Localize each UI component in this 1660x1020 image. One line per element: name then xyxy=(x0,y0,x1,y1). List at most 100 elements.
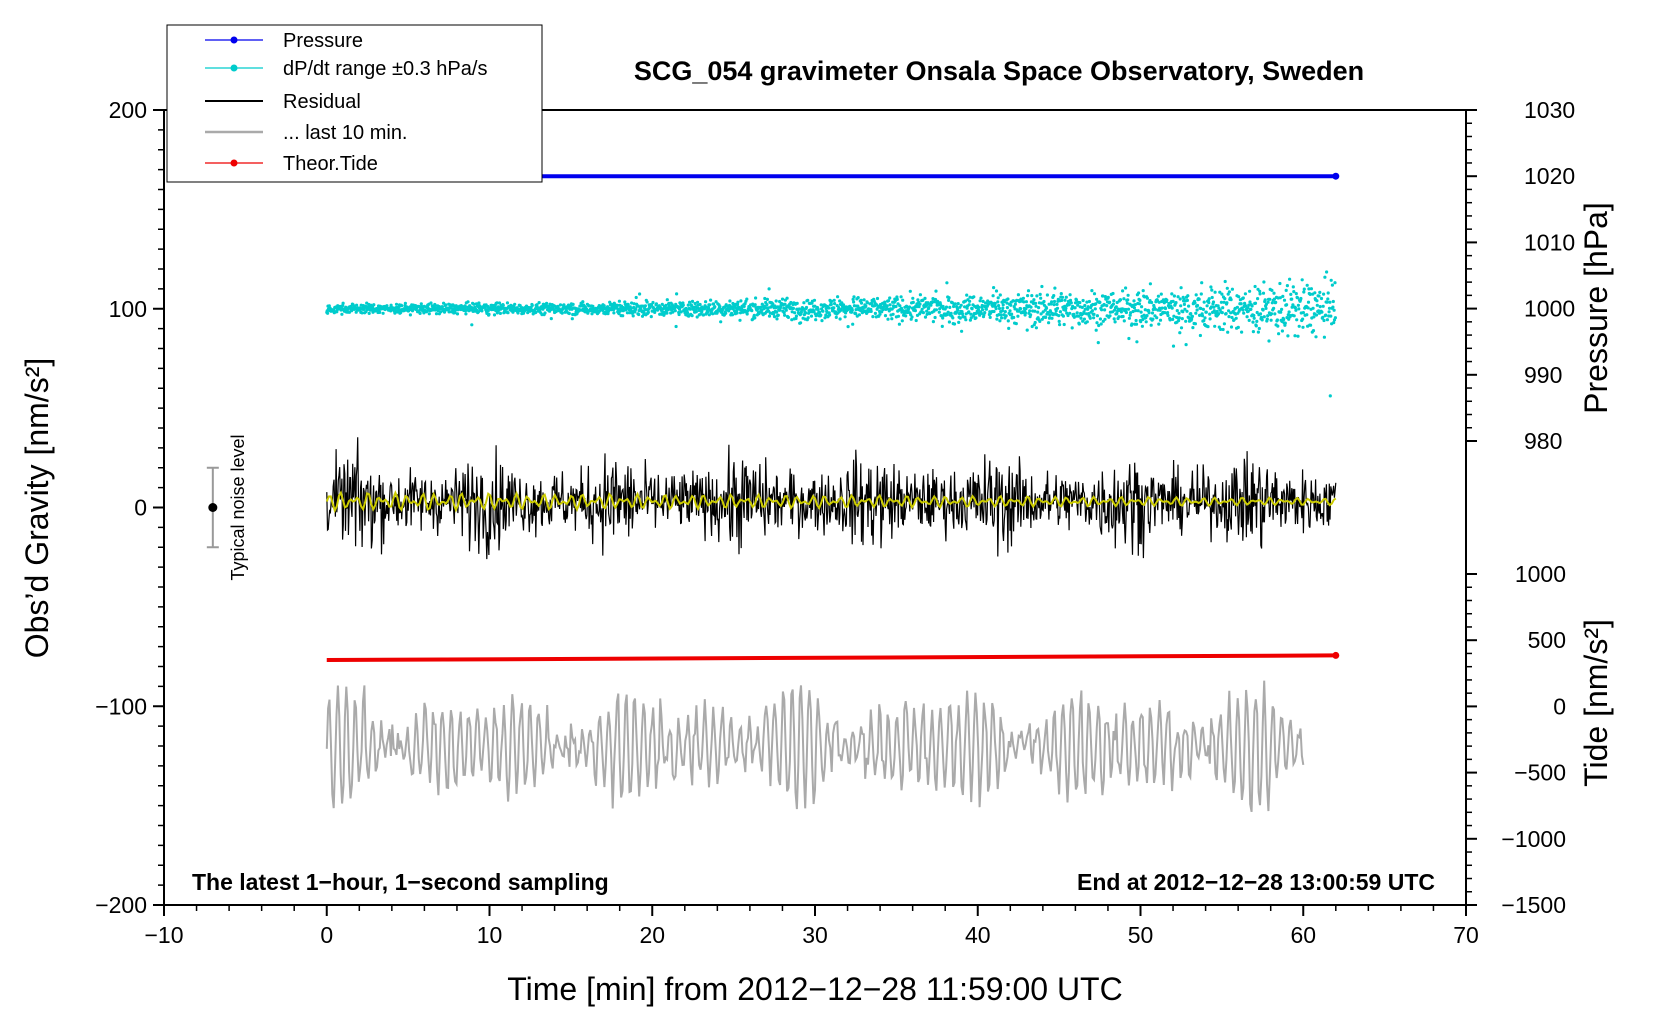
dpdt-point xyxy=(956,308,960,312)
dpdt-point xyxy=(1220,292,1224,296)
dpdt-point xyxy=(1145,314,1149,318)
dpdt-point xyxy=(1185,298,1189,302)
dpdt-point xyxy=(1060,295,1065,299)
dpdt-point xyxy=(1064,306,1068,310)
dpdt-point xyxy=(820,319,824,323)
dpdt-point xyxy=(1030,324,1034,329)
dpdt-point xyxy=(951,316,955,320)
pressure-tick-label: 980 xyxy=(1524,428,1562,454)
dpdt-point xyxy=(780,297,785,301)
dpdt-point xyxy=(765,303,769,307)
dpdt-point xyxy=(621,314,625,318)
pressure-tick-label: 1020 xyxy=(1524,163,1575,189)
dpdt-point xyxy=(1185,309,1189,313)
dpdt-point xyxy=(1148,282,1152,286)
dpdt-point xyxy=(1283,321,1287,325)
noise-bar-label: Typical noise level xyxy=(228,434,248,580)
legend-label: ... last 10 min. xyxy=(283,122,408,144)
dpdt-point xyxy=(1150,311,1155,315)
dpdt-point xyxy=(1285,284,1289,288)
dpdt-point xyxy=(984,301,988,305)
dpdt-point xyxy=(900,319,904,323)
dpdt-point xyxy=(991,294,995,298)
dpdt-point xyxy=(1063,298,1067,302)
dpdt-point xyxy=(653,310,657,314)
dpdt-point xyxy=(934,308,939,312)
dpdt-point xyxy=(651,300,655,305)
dpdt-point xyxy=(873,311,878,315)
dpdt-point xyxy=(360,311,364,315)
dpdt-point xyxy=(1184,343,1188,347)
dpdt-point xyxy=(978,299,982,303)
dpdt-point xyxy=(1327,306,1332,310)
dpdt-point xyxy=(754,296,758,300)
dpdt-point xyxy=(1190,314,1194,318)
dpdt-point xyxy=(852,295,856,299)
dpdt-point xyxy=(1289,292,1293,296)
dpdt-point xyxy=(673,309,677,313)
dpdt-point xyxy=(735,311,739,315)
dpdt-point xyxy=(1144,320,1148,324)
dpdt-point xyxy=(802,301,806,305)
dpdt-point xyxy=(783,313,787,317)
dpdt-point xyxy=(1331,305,1335,309)
dpdt-point xyxy=(1201,307,1205,311)
tide-tick-label: −500 xyxy=(1514,760,1566,786)
y-left-tick-label: 200 xyxy=(109,97,147,123)
dpdt-point xyxy=(1227,290,1231,294)
dpdt-point xyxy=(1073,301,1078,305)
dpdt-point xyxy=(886,299,891,303)
dpdt-point xyxy=(1299,296,1303,301)
dpdt-point xyxy=(1261,291,1266,295)
dpdt-point xyxy=(960,329,964,333)
dpdt-point xyxy=(923,315,928,319)
dpdt-point xyxy=(1250,304,1254,308)
dpdt-point xyxy=(1270,301,1274,305)
dpdt-point xyxy=(712,302,716,306)
dpdt-point xyxy=(659,306,663,310)
dpdt-point xyxy=(1291,285,1295,289)
dpdt-point xyxy=(1272,306,1276,310)
dpdt-point xyxy=(1029,305,1033,309)
dpdt-point xyxy=(590,312,594,316)
dpdt-point xyxy=(897,322,902,326)
dpdt-point xyxy=(674,324,678,329)
dpdt-point xyxy=(1083,303,1087,308)
dpdt-point xyxy=(1092,316,1096,320)
dpdt-point xyxy=(1329,278,1333,282)
dpdt-point xyxy=(1292,290,1296,294)
dpdt-point xyxy=(870,301,874,305)
dpdt-point xyxy=(1325,270,1329,274)
dpdt-point xyxy=(801,307,806,311)
tide-tick-label: 500 xyxy=(1528,627,1566,653)
dpdt-point xyxy=(706,306,711,310)
dpdt-point xyxy=(1077,322,1081,326)
dpdt-point xyxy=(654,302,659,306)
dpdt-point xyxy=(1297,307,1301,311)
dpdt-point xyxy=(695,315,699,319)
dpdt-point xyxy=(1000,316,1004,320)
legend-label: dP/dt range ±0.3 hPa/s xyxy=(283,58,487,80)
dpdt-point xyxy=(1171,344,1176,348)
dpdt-point xyxy=(472,302,476,306)
dpdt-point xyxy=(418,311,422,315)
dpdt-point xyxy=(1229,325,1234,329)
dpdt-point xyxy=(326,311,330,315)
dpdt-point xyxy=(1085,320,1089,324)
dpdt-point xyxy=(998,293,1002,297)
dpdt-point xyxy=(1090,309,1094,313)
dpdt-point xyxy=(1330,283,1334,287)
dpdt-point xyxy=(1246,309,1250,313)
dpdt-point xyxy=(643,304,648,308)
dpdt-point xyxy=(1200,281,1204,285)
dpdt-point xyxy=(736,300,740,304)
dpdt-point xyxy=(1179,304,1183,308)
dpdt-point xyxy=(996,300,1000,304)
dpdt-point xyxy=(709,298,713,302)
dpdt-point xyxy=(1305,283,1309,287)
series-residual-smoothed-line xyxy=(325,490,1337,514)
dpdt-point xyxy=(1143,308,1147,312)
dpdt-point xyxy=(1331,299,1335,304)
dpdt-point xyxy=(408,313,412,317)
dpdt-point xyxy=(455,312,460,316)
